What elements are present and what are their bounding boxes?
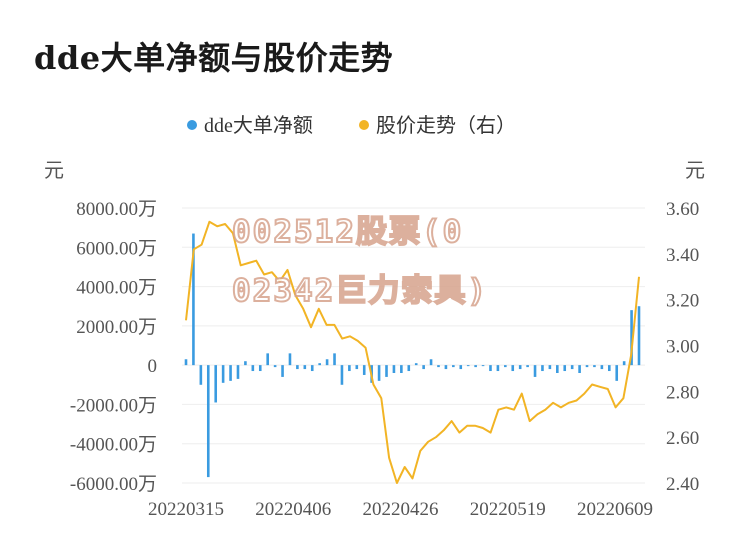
x-tick-label: 20220519 [470,499,546,520]
bar [333,353,336,366]
x-tick-label: 20220315 [148,499,224,520]
bar [281,365,284,377]
bar [303,365,307,370]
legend-label: dde大单净额 [204,114,313,137]
bar [318,363,321,366]
line-series [185,220,640,484]
price-line [185,220,640,484]
bar [340,365,344,385]
right-axis: 3.60 3.40 3.20 3.00 2.80 2.60 2.40 元 [666,160,705,495]
bar [548,365,552,370]
bar [392,365,396,373]
bar [348,365,351,372]
x-tick-label: 20220609 [577,499,653,520]
bar [296,365,299,370]
bar [570,365,574,370]
bar [630,310,633,366]
bar [221,365,225,383]
bar [325,359,329,366]
bar [206,365,210,478]
bar [607,365,611,372]
bar [452,365,455,368]
bar [214,365,218,403]
right-tick-label: 3.00 [666,337,699,358]
bar [504,365,507,368]
bar [563,365,567,372]
bar [184,359,188,366]
right-tick-label: 3.40 [666,245,699,266]
bar [377,365,381,381]
right-tick-label: 3.20 [666,291,699,312]
left-tick-label: 4000.00万 [76,278,157,299]
bar [244,361,247,366]
bar [422,365,425,370]
left-axis: 8000.00万 6000.00万 4000.00万 2000.00万 0 -2000.0… [44,160,157,495]
bar [615,365,619,381]
bar [251,365,255,372]
bar [229,365,232,381]
legend: dde大单净额 股价走势（右） [187,114,516,137]
left-tick-label: 0 [148,356,158,377]
bar [533,365,537,377]
bar [511,365,515,372]
legend-marker [359,120,369,130]
legend-label: 股价走势（右） [376,114,516,137]
bar [437,365,440,368]
bar [466,365,470,367]
watermark-line-1: 002512股票(0 [231,213,464,251]
right-tick-label: 3.60 [666,199,699,220]
left-tick-label: -4000.00万 [70,435,157,456]
left-tick-label: -6000.00万 [70,474,157,495]
bar [273,365,277,368]
bar [541,365,544,372]
x-tick-label: 20220406 [255,499,331,520]
watermark-line-2: 02342巨力索具) [231,272,488,310]
bar [518,365,522,370]
left-axis-unit: 元 [44,160,64,182]
bar [444,365,448,370]
bar [192,233,195,366]
bar [578,365,581,373]
bar [362,365,366,375]
bar [593,365,596,368]
bar [459,365,463,370]
bar [585,365,589,368]
right-axis-unit: 元 [685,160,705,182]
bar [481,365,485,367]
bar [266,353,269,366]
bar [407,365,411,372]
bar [556,365,559,373]
bar [489,365,492,372]
bar [258,365,262,372]
gridlines [182,207,645,484]
legend-marker [187,120,197,130]
bar [474,365,477,368]
x-tick-label: 20220426 [363,499,439,520]
bar [622,361,626,366]
left-tick-label: 6000.00万 [76,238,157,259]
bar [429,359,433,366]
right-tick-label: 2.40 [666,474,699,495]
x-axis: 20220315 20220406 20220426 20220519 20220609 [148,499,653,520]
bar [310,365,314,372]
bar [199,365,203,385]
bar [288,353,292,366]
left-tick-label: 8000.00万 [76,199,157,220]
right-tick-label: 2.80 [666,382,699,403]
left-tick-label: 2000.00万 [76,317,157,338]
bar [400,365,403,373]
bar [496,365,500,372]
bar-series [184,233,641,478]
chart-title: dde大单净额与股价走势 [34,39,394,77]
bar [385,365,388,377]
bar [637,306,641,366]
left-tick-label: -2000.00万 [70,395,157,416]
bar [600,365,604,370]
bar [414,363,418,366]
bar [236,365,240,379]
right-tick-label: 2.60 [666,428,699,449]
bar [526,365,529,368]
bar [355,365,359,370]
